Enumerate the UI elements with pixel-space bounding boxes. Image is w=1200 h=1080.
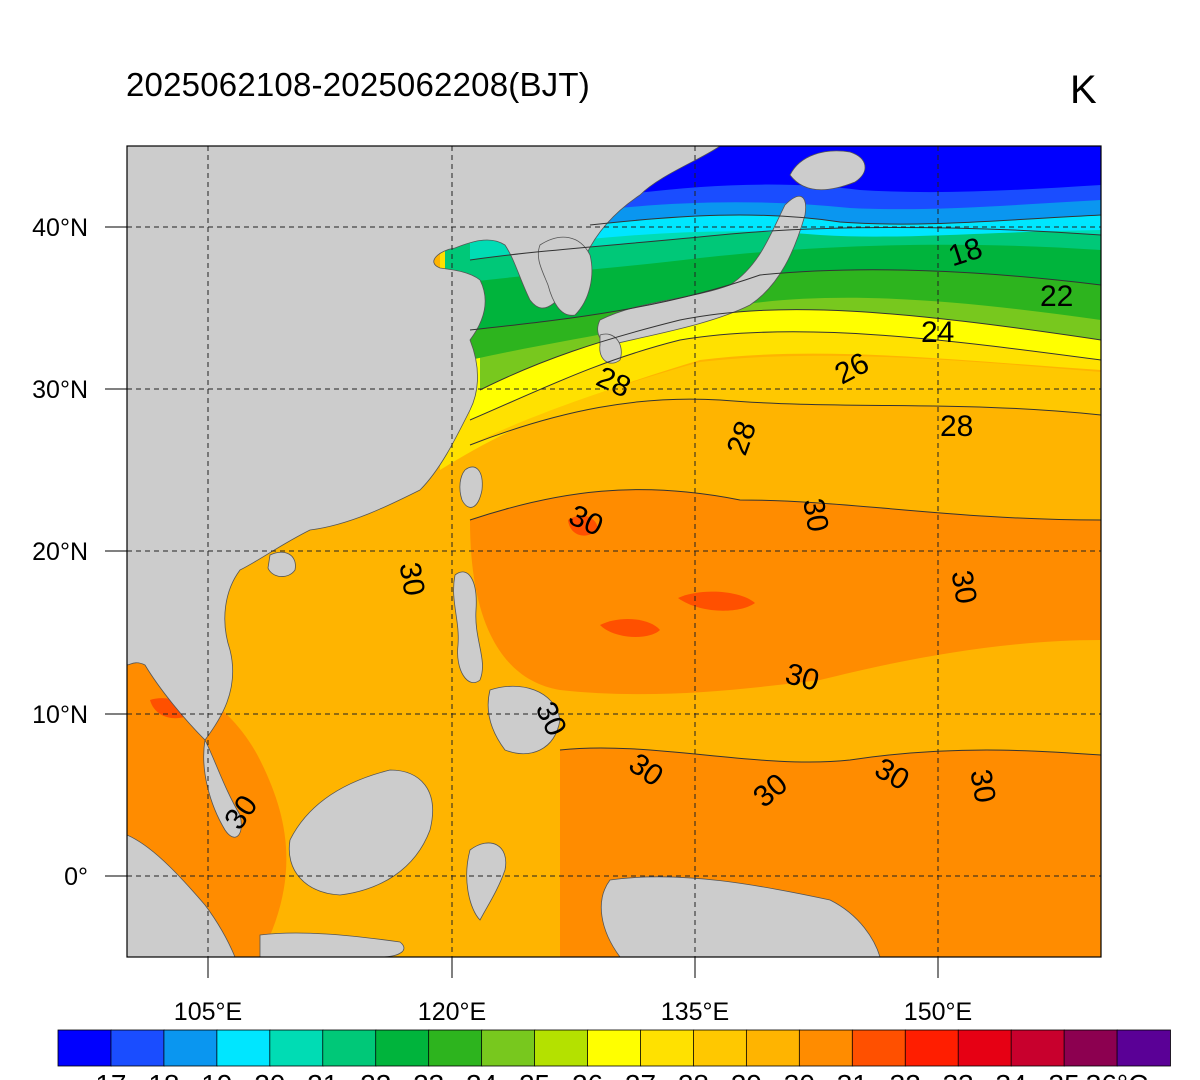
colorbar-swatch <box>534 1029 589 1067</box>
contour-30-south <box>559 747 1101 763</box>
colorbar-swatch <box>957 1029 1013 1067</box>
colorbar-swatch <box>1010 1029 1065 1067</box>
colorbar-tick-label: 20 <box>254 1069 285 1080</box>
contour-label: 30 <box>796 496 834 535</box>
land <box>127 146 881 957</box>
lon-label: 135°E <box>661 998 729 1026</box>
colorbar-swatch <box>481 1029 536 1067</box>
colorbar-tick-label: 25 <box>519 1069 550 1080</box>
contour-label: 30 <box>393 560 431 599</box>
colorbar-tick-label: 29 <box>731 1069 762 1080</box>
land-sumatra <box>127 834 236 957</box>
lat-label: 0° <box>64 863 88 891</box>
lon-label: 105°E <box>174 998 242 1026</box>
contour-30-pool <box>469 489 1101 521</box>
colorbar-swatch <box>322 1029 377 1067</box>
colorbar-swatch <box>1116 1029 1171 1067</box>
colorbar-tick-label: 23 <box>413 1069 444 1080</box>
contour-20 <box>469 227 1101 261</box>
land-taiwan <box>459 466 483 508</box>
contour-24 <box>479 309 1101 391</box>
colorbar-swatch <box>110 1029 165 1067</box>
colorbar-tick-label: 34 <box>996 1069 1027 1080</box>
colorbar-swatch <box>1063 1029 1118 1067</box>
colorbar-tick-label: 18 <box>148 1069 179 1080</box>
contour-label: 30 <box>963 767 1001 806</box>
lat-label: 20°N <box>32 538 88 566</box>
colorbar-tick-label: 31 <box>837 1069 868 1080</box>
band-28 <box>470 355 1101 445</box>
colorbar-tick-label: 19 <box>201 1069 232 1080</box>
colorbar-tick-label: 24 <box>466 1069 497 1080</box>
contour-label: 30 <box>945 568 983 607</box>
colorbar-tick-label: 32 <box>890 1069 921 1080</box>
colorbar-tick-label: 21 <box>307 1069 338 1080</box>
map-title: 2025062108-2025062208(BJT) <box>126 66 590 103</box>
colorbar-swatch <box>587 1029 642 1067</box>
axis-ticks <box>105 226 939 978</box>
colorbar-swatch <box>798 1029 854 1067</box>
colorbar-swatch <box>216 1029 271 1067</box>
land-java <box>259 932 405 957</box>
contour-label: 28 <box>940 410 973 443</box>
warm-core-31-c <box>568 515 598 536</box>
unit-label: K <box>1070 68 1097 112</box>
colorbar-tick-label: 27 <box>625 1069 656 1080</box>
colorbar-swatch <box>640 1029 695 1067</box>
contour-18 <box>589 214 1101 226</box>
land-sulawesi <box>466 842 507 921</box>
colorbar-swatch <box>428 1029 483 1067</box>
contour-28 <box>469 331 1101 421</box>
colorbar-swatch <box>745 1029 801 1067</box>
colorbar-tick-label: 26 <box>572 1069 603 1080</box>
lon-label: 150°E <box>904 998 972 1026</box>
colorbar-tick-label: 30 <box>784 1069 815 1080</box>
land-hokkaido <box>789 150 866 191</box>
land-hainan <box>267 551 296 577</box>
contour-label: 22 <box>1040 280 1073 313</box>
warm-core-31-b <box>678 591 755 611</box>
land-mindanao <box>487 685 561 754</box>
colorbar-tick-label: 28 <box>678 1069 709 1080</box>
land-borneo <box>288 769 433 896</box>
colorbar-swatch <box>851 1029 907 1067</box>
contour-22 <box>469 269 1101 331</box>
colorbar: 17 18 19 20 21 22 23 24 25 26 27 28 29 30 31 32 33 34 35 36… <box>57 1029 1171 1080</box>
colorbar-tick-label: 35 <box>1049 1069 1080 1080</box>
land-kyushu <box>599 333 622 364</box>
lat-label: 40°N <box>32 214 88 242</box>
colorbar-swatch <box>375 1029 430 1067</box>
colorbar-swatch <box>57 1029 112 1067</box>
contour-29 <box>469 398 1101 446</box>
colorbar-swatch <box>904 1029 960 1067</box>
axis-labels: 40°N 30°N 20°N 10°N 0° 105°E 120°E 135°E… <box>32 214 972 1026</box>
lat-label: 30°N <box>32 376 88 404</box>
contour-lines <box>469 214 1101 763</box>
warm-pool-30 <box>470 489 1101 695</box>
colorbar-tick-label: 36°C <box>1086 1069 1149 1080</box>
colorbar-swatch <box>693 1029 748 1067</box>
lat-label: 10°N <box>32 701 88 729</box>
colorbar-tick-label: 17 <box>95 1069 126 1080</box>
lon-label: 120°E <box>418 998 486 1026</box>
land-malay-peninsula <box>203 738 242 838</box>
colorbar-tick-label: 22 <box>360 1069 391 1080</box>
colorbar-swatch <box>269 1029 324 1067</box>
land-korea <box>537 236 593 316</box>
gridlines <box>127 146 1101 957</box>
colorbar-swatch <box>163 1029 218 1067</box>
land-luzon <box>453 571 483 683</box>
colorbar-tick-label: 33 <box>943 1069 974 1080</box>
warm-core-31-a <box>600 618 660 637</box>
